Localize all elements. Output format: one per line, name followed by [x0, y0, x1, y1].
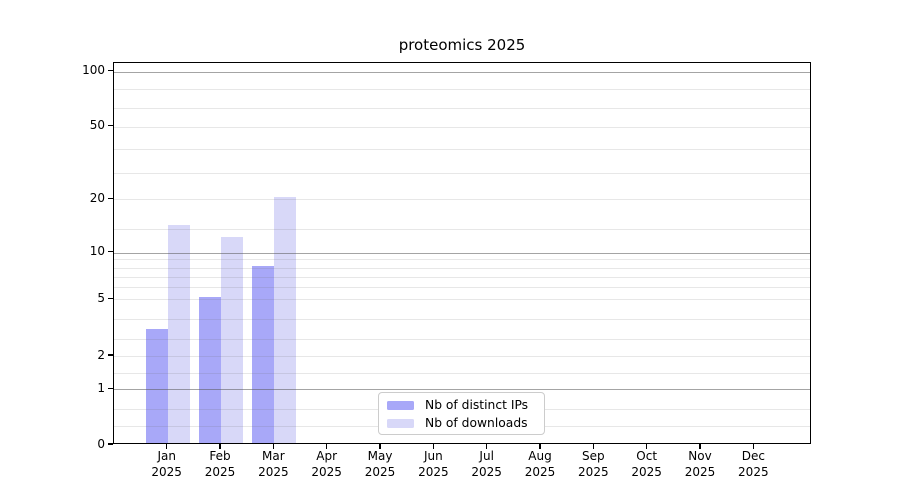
x-tick-mark: [379, 444, 381, 449]
minor-gridline: [114, 259, 810, 260]
x-tick-label: Jun 2025: [418, 449, 449, 479]
y-tick-mark: [108, 197, 113, 199]
x-tick-label: Jan 2025: [151, 449, 182, 479]
bar-distinct-ips: [145, 328, 168, 443]
minor-gridline: [114, 229, 810, 230]
x-tick-label: Nov 2025: [684, 449, 716, 479]
x-tick-mark: [432, 444, 434, 449]
minor-gridline: [114, 126, 810, 128]
x-tick-mark: [539, 444, 541, 449]
minor-gridline: [114, 173, 810, 174]
x-tick-label: Aug 2025: [524, 449, 556, 479]
x-tick-mark: [699, 444, 701, 449]
y-tick-mark: [108, 443, 113, 445]
x-tick-mark: [219, 444, 221, 449]
y-tick-mark: [108, 297, 113, 299]
minor-gridline: [114, 89, 810, 90]
minor-gridline: [114, 339, 810, 340]
x-tick-mark: [646, 444, 648, 449]
bar-downloads: [221, 236, 244, 443]
y-tick-label: 0: [97, 436, 105, 451]
y-tick-label: 5: [97, 290, 105, 305]
y-tick-mark: [108, 387, 113, 389]
legend-swatch: [387, 419, 414, 428]
y-tick-mark: [108, 70, 113, 72]
x-tick-label: Oct 2025: [631, 449, 662, 479]
y-tick-mark: [108, 251, 113, 253]
major-gridline: [114, 71, 810, 73]
y-tick-mark: [108, 354, 113, 356]
y-tick-mark: [108, 125, 113, 127]
minor-gridline: [114, 149, 810, 150]
y-tick-label: 10: [89, 244, 105, 259]
minor-gridline: [114, 287, 810, 288]
x-tick-mark: [486, 444, 488, 449]
y-tick-label: 2: [97, 347, 105, 362]
x-tick-label: Jul 2025: [471, 449, 502, 479]
y-tick-label: 20: [89, 190, 105, 205]
y-tick-label: 100: [82, 63, 105, 78]
x-tick-mark: [166, 444, 168, 449]
chart-title: proteomics 2025: [398, 36, 526, 54]
bar-downloads: [274, 197, 297, 443]
x-tick-mark: [272, 444, 274, 449]
x-tick-label: Sep 2025: [578, 449, 609, 479]
minor-gridline: [114, 277, 810, 278]
minor-gridline: [114, 373, 810, 374]
x-tick-mark: [752, 444, 754, 449]
bar-distinct-ips: [199, 297, 222, 443]
minor-gridline: [114, 319, 810, 320]
legend-item: Nb of downloads: [387, 415, 544, 432]
legend-item-label: Nb of downloads: [425, 416, 528, 430]
x-tick-label: Mar 2025: [258, 449, 289, 479]
major-gridline: [114, 252, 810, 254]
legend-swatch: [387, 401, 414, 410]
bar-distinct-ips: [252, 265, 275, 443]
minor-gridline: [114, 299, 810, 301]
x-tick-mark: [592, 444, 594, 449]
x-tick-label: Apr 2025: [311, 449, 342, 479]
minor-gridline: [114, 199, 810, 201]
y-tick-label: 1: [97, 380, 105, 395]
legend: Nb of distinct IPs Nb of downloads: [378, 392, 545, 435]
x-tick-label: May 2025: [364, 449, 396, 479]
bar-downloads: [167, 224, 190, 443]
x-tick-label: Dec 2025: [738, 449, 769, 479]
x-tick-label: Feb 2025: [204, 449, 236, 479]
legend-item-label: Nb of distinct IPs: [425, 398, 529, 412]
y-tick-label: 50: [89, 118, 105, 133]
minor-gridline: [114, 268, 810, 269]
major-gridline: [114, 389, 810, 391]
plot-area: [113, 62, 811, 444]
x-tick-mark: [326, 444, 328, 449]
minor-gridline: [114, 356, 810, 357]
minor-gridline: [114, 108, 810, 109]
legend-item: Nb of distinct IPs: [387, 397, 544, 414]
